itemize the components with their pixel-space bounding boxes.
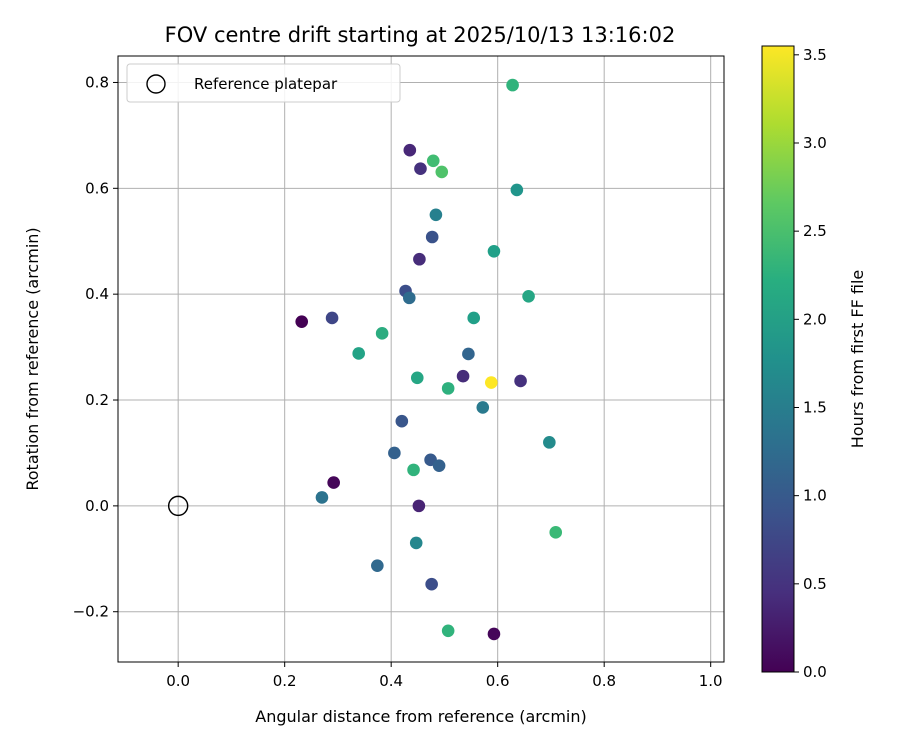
colorbar: 0.0 0.5 1.0 1.5 2.0 2.5 3.0 3.5 Hours from firs…	[761, 45, 867, 681]
scatter-point	[426, 154, 440, 168]
chart-title: FOV centre drift starting at 2025/10/13 …	[165, 23, 676, 47]
scatter-point	[467, 311, 481, 325]
scatter-point	[402, 291, 416, 305]
colorbar-tick-label: 3.0	[803, 134, 827, 152]
grid	[118, 56, 724, 662]
legend: Reference platepar	[126, 63, 401, 103]
scatter-point	[325, 311, 339, 325]
colorbar-tick-label: 0.5	[803, 575, 827, 593]
scatter-point	[409, 536, 423, 550]
scatter-point	[441, 382, 455, 395]
scatter-point	[413, 252, 426, 266]
scatter-point	[315, 491, 329, 504]
plot-frame	[117, 55, 725, 663]
x-axis-label: Angular distance from reference (arcmin)	[255, 707, 586, 726]
y-tick-label: 0.0	[85, 497, 109, 515]
scatter-point	[476, 401, 490, 414]
colorbar-tick-label: 2.5	[803, 222, 827, 240]
x-tick-label: 0.6	[486, 672, 510, 690]
scatter-point	[412, 499, 426, 513]
scatter-point	[403, 143, 417, 157]
scatter-point	[506, 78, 519, 92]
colorbar-tick-label: 2.0	[803, 310, 827, 328]
reference-platepar-marker	[167, 495, 189, 517]
scatter-point	[484, 376, 498, 389]
y-tick-label: 0.6	[85, 179, 109, 197]
scatter-point	[371, 559, 384, 572]
scatter-point	[429, 208, 443, 222]
legend-label: Reference platepar	[194, 75, 338, 93]
scatter-point	[510, 183, 524, 197]
scatter-point	[522, 289, 535, 303]
scatter-point	[487, 244, 501, 258]
scatter-point	[543, 436, 556, 449]
scatter-point	[414, 162, 427, 176]
y-axis-label: Rotation from reference (arcmin)	[23, 227, 42, 490]
y-axis-ticks: −0.2 0.0 0.2 0.4 0.6 0.8	[73, 73, 118, 621]
scatter-point	[425, 577, 438, 591]
legend-marker-hollow-circle	[146, 74, 166, 94]
colorbar-tick-label: 1.5	[803, 398, 827, 416]
scatter-point	[487, 627, 501, 641]
x-tick-label: 0.4	[379, 672, 403, 690]
legend-box	[126, 63, 401, 103]
scatter-point	[395, 414, 409, 428]
scatter-point	[425, 230, 439, 244]
colorbar-tick-label: 3.5	[803, 46, 827, 64]
scatter-point	[441, 624, 455, 638]
scatter-points	[295, 78, 563, 641]
x-axis-ticks: 0.0 0.2 0.4 0.6 0.8 1.0	[166, 662, 723, 690]
scatter-point	[456, 369, 470, 383]
y-tick-label: 0.4	[85, 285, 109, 303]
scatter-point	[375, 327, 389, 340]
scatter-point	[388, 446, 401, 460]
scatter-point	[407, 463, 420, 477]
scatter-point	[295, 315, 309, 328]
colorbar-gradient	[761, 45, 795, 673]
scatter-point	[435, 165, 449, 179]
colorbar-tick-label: 0.0	[803, 663, 827, 681]
y-tick-label: 0.2	[85, 391, 109, 409]
x-tick-label: 0.0	[166, 672, 190, 690]
scatter-point	[549, 526, 563, 539]
reference-layer	[167, 495, 189, 517]
colorbar-label: Hours from first FF file	[848, 270, 867, 449]
scatter-point	[352, 347, 365, 360]
y-tick-label: −0.2	[73, 603, 109, 621]
scatter-point	[327, 476, 340, 489]
colorbar-ticks: 0.0 0.5 1.0 1.5 2.0 2.5 3.0 3.5	[794, 46, 827, 681]
scatter-point	[432, 459, 446, 472]
colorbar-tick-label: 1.0	[803, 487, 827, 505]
scatter-point	[514, 374, 527, 388]
scatter-point	[410, 371, 424, 385]
y-tick-label: 0.8	[85, 73, 109, 91]
scatter-point	[462, 347, 475, 361]
x-tick-label: 0.8	[592, 672, 616, 690]
x-tick-label: 1.0	[699, 672, 723, 690]
x-tick-label: 0.2	[273, 672, 297, 690]
